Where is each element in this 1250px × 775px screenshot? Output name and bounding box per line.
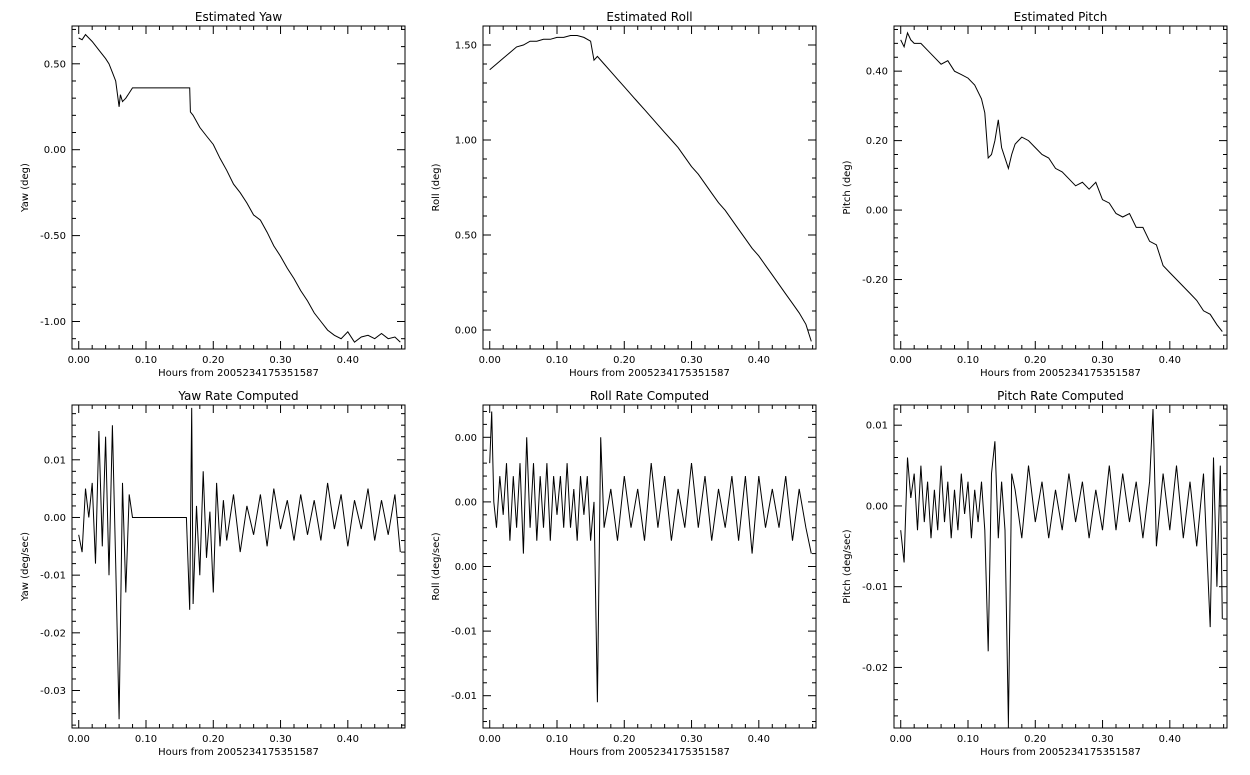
x-axis-label: Hours from 2005234175351587 bbox=[569, 747, 730, 758]
x-tick-label: 0.30 bbox=[680, 355, 702, 366]
x-tick-label: 0.40 bbox=[337, 355, 359, 366]
y-tick-label: -0.01 bbox=[451, 691, 477, 702]
y-tick-label: 0.01 bbox=[44, 455, 66, 466]
x-tick-label: 0.10 bbox=[135, 734, 157, 745]
panel-6: Pitch Rate Computed 0.00 0.10 0.20 0.30 0.40 0… bbox=[842, 389, 1228, 758]
plot-frame bbox=[893, 25, 1228, 350]
x-tick-label: 0.10 bbox=[546, 355, 568, 366]
chart-title: Yaw Rate Computed bbox=[177, 389, 298, 403]
x-tick-label: 0.40 bbox=[748, 355, 770, 366]
x-tick-label: 0.10 bbox=[957, 734, 979, 745]
panel-3: Estimated Pitch 0.00 0.10 0.20 0.30 0.40 -0.20… bbox=[842, 10, 1228, 379]
x-axis-label: Hours from 2005234175351587 bbox=[158, 747, 319, 758]
panel-2: Estimated Roll 0.00 0.10 0.20 0.30 0.40 0.00 0.… bbox=[431, 10, 817, 379]
plot-frame bbox=[482, 25, 817, 350]
plot-frame bbox=[893, 404, 1228, 729]
series-line bbox=[900, 31, 1223, 332]
chart-title: Roll Rate Computed bbox=[590, 389, 709, 403]
x-tick-label: 0.10 bbox=[546, 734, 568, 745]
y-tick-label: 0.00 bbox=[866, 501, 888, 512]
y-tick-label: -0.03 bbox=[40, 686, 66, 697]
y-tick-label: -0.02 bbox=[40, 628, 66, 639]
y-axis-label: Yaw (deg) bbox=[20, 163, 31, 213]
x-tick-label: 0.00 bbox=[479, 355, 501, 366]
y-tick-label: -0.02 bbox=[862, 663, 888, 674]
chart-title: Estimated Roll bbox=[606, 10, 692, 24]
y-tick-label: 1.50 bbox=[455, 41, 477, 52]
y-tick-label: 0.20 bbox=[866, 136, 888, 147]
series-line bbox=[78, 407, 401, 720]
x-tick-label: 0.20 bbox=[613, 734, 635, 745]
x-tick-label: 0.00 bbox=[890, 355, 912, 366]
x-tick-label: 0.40 bbox=[1159, 355, 1181, 366]
panel-4: Yaw Rate Computed 0.00 0.10 0.20 0.30 0.40 0.0… bbox=[20, 389, 406, 758]
chart-title: Pitch Rate Computed bbox=[997, 389, 1124, 403]
y-tick-label: -0.50 bbox=[40, 231, 66, 242]
x-axis-label: Hours from 2005234175351587 bbox=[980, 368, 1141, 379]
y-tick-label: 0.40 bbox=[866, 67, 888, 78]
y-tick-label: 0.50 bbox=[44, 59, 66, 70]
x-tick-label: 0.00 bbox=[68, 734, 90, 745]
series-line bbox=[489, 35, 812, 342]
x-axis-label: Hours from 2005234175351587 bbox=[158, 368, 319, 379]
x-tick-label: 0.20 bbox=[613, 355, 635, 366]
y-axis-label: Pitch (deg/sec) bbox=[842, 529, 853, 604]
y-tick-label: -0.01 bbox=[451, 627, 477, 638]
x-tick-label: 0.30 bbox=[1091, 734, 1113, 745]
y-tick-label: 0.00 bbox=[44, 145, 66, 156]
x-axis-label: Hours from 2005234175351587 bbox=[569, 368, 730, 379]
series-line bbox=[78, 33, 401, 343]
series-line bbox=[489, 411, 812, 703]
x-tick-label: 0.00 bbox=[890, 734, 912, 745]
plot-frame bbox=[71, 404, 406, 729]
y-tick-label: 0.50 bbox=[455, 231, 477, 242]
y-tick-label: -1.00 bbox=[40, 317, 66, 328]
y-tick-label: 0.00 bbox=[455, 497, 477, 508]
x-tick-label: 0.40 bbox=[337, 734, 359, 745]
x-axis-label: Hours from 2005234175351587 bbox=[980, 747, 1141, 758]
y-tick-label: -0.20 bbox=[862, 275, 888, 286]
x-tick-label: 0.20 bbox=[202, 734, 224, 745]
y-tick-label: 0.00 bbox=[866, 206, 888, 217]
x-tick-label: 0.10 bbox=[135, 355, 157, 366]
panel-5: Roll Rate Computed 0.00 0.10 0.20 0.30 0.40 0.… bbox=[431, 389, 817, 758]
x-tick-label: 0.40 bbox=[748, 734, 770, 745]
y-tick-label: -0.01 bbox=[862, 582, 888, 593]
y-axis-label: Roll (deg) bbox=[431, 163, 442, 211]
x-tick-label: 0.40 bbox=[1159, 734, 1181, 745]
y-tick-label: 0.00 bbox=[44, 513, 66, 524]
chart-title: Estimated Pitch bbox=[1014, 10, 1108, 24]
x-tick-label: 0.30 bbox=[269, 355, 291, 366]
x-tick-label: 0.30 bbox=[1091, 355, 1113, 366]
y-axis-label: Roll (deg/sec) bbox=[431, 532, 442, 600]
series-line bbox=[900, 408, 1223, 725]
x-tick-label: 0.30 bbox=[680, 734, 702, 745]
x-tick-label: 0.30 bbox=[269, 734, 291, 745]
y-tick-label: 1.00 bbox=[455, 136, 477, 147]
panel-1: Estimated Yaw 0.00 0.10 0.20 0.30 0.40 -1.00 -0… bbox=[20, 10, 406, 379]
x-tick-label: 0.00 bbox=[68, 355, 90, 366]
y-tick-label: -0.01 bbox=[40, 571, 66, 582]
y-tick-label: 0.00 bbox=[455, 562, 477, 573]
chart-title: Estimated Yaw bbox=[195, 10, 282, 24]
x-tick-label: 0.10 bbox=[957, 355, 979, 366]
y-axis-label: Pitch (deg) bbox=[842, 160, 853, 214]
y-tick-label: 0.01 bbox=[866, 421, 888, 432]
y-tick-label: 0.00 bbox=[455, 433, 477, 444]
y-tick-label: 0.00 bbox=[455, 326, 477, 337]
x-tick-label: 0.20 bbox=[202, 355, 224, 366]
plot-frame bbox=[482, 404, 817, 729]
y-axis-label: Yaw (deg/sec) bbox=[20, 532, 31, 602]
plot-frame bbox=[71, 25, 406, 350]
x-tick-label: 0.20 bbox=[1024, 355, 1046, 366]
x-tick-label: 0.20 bbox=[1024, 734, 1046, 745]
x-tick-label: 0.00 bbox=[479, 734, 501, 745]
